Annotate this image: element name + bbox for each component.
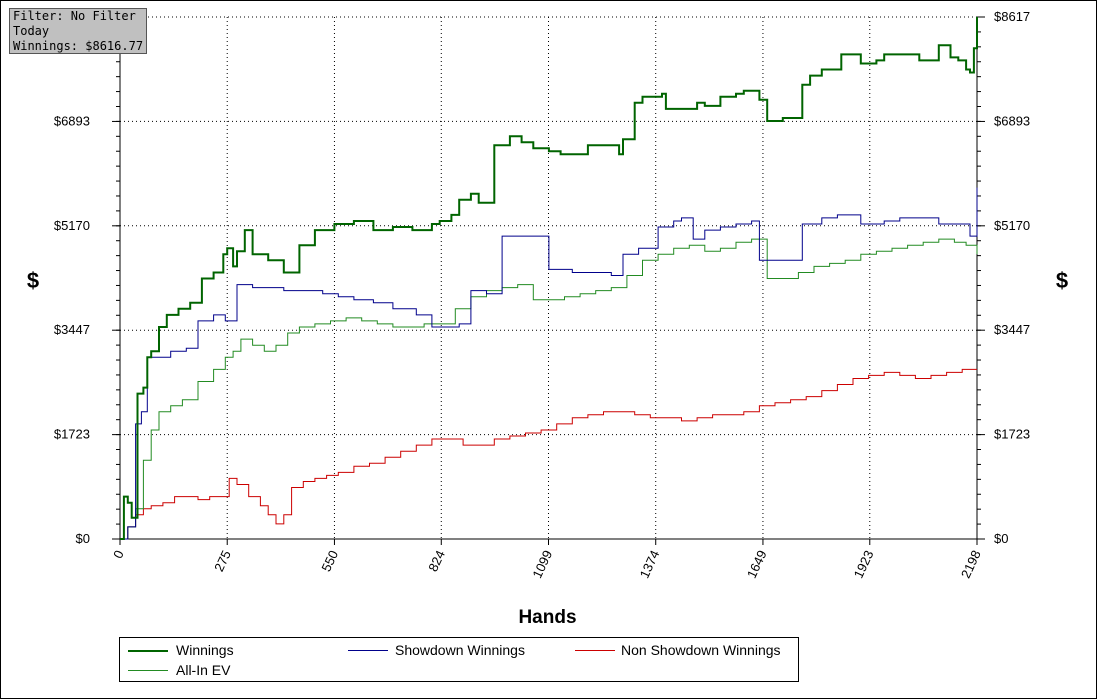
legend-swatch [348, 650, 388, 651]
legend-label: Winnings [176, 642, 234, 658]
y-tick-label-left: $5170 [54, 218, 90, 233]
y-tick-label-right: $0 [994, 531, 1008, 546]
x-tick-label: 1374 [637, 548, 663, 581]
series-line-showdown-winnings [120, 187, 978, 540]
y-tick-label-right: $3447 [994, 322, 1030, 337]
y-tick-label-right: $5170 [994, 218, 1030, 233]
series-line-winnings [120, 17, 978, 540]
legend-label: Showdown Winnings [395, 642, 525, 658]
legend-swatch [575, 650, 615, 651]
x-tick-label: 1923 [851, 548, 877, 581]
y-tick-label-right: $8617 [994, 9, 1030, 24]
filter-label: Filter: No Filter [13, 9, 136, 23]
y-tick-label-left: $6893 [54, 113, 90, 128]
period-label: Today [13, 24, 50, 38]
legend-label: Non Showdown Winnings [621, 642, 781, 658]
series-line-all-in-ev [120, 238, 978, 540]
info-box: Filter: No Filter Today Winnings: $8616.… [9, 8, 147, 54]
series-line-non-showdown-winnings [120, 368, 977, 540]
y-axis-title-right: $ [1056, 268, 1068, 293]
x-tick-label: 2198 [958, 548, 984, 581]
y-tick-label-left: $3447 [54, 322, 90, 337]
y-tick-label-right: $6893 [994, 113, 1030, 128]
legend-label: All-In EV [176, 662, 231, 678]
x-tick-label: 1099 [529, 548, 555, 581]
y-tick-label-right: $1723 [994, 427, 1030, 442]
winnings-label: Winnings: $8616.77 [13, 39, 144, 53]
legend: Winnings Showdown Winnings Non Showdown … [119, 637, 799, 682]
y-tick-label-left: $0 [76, 531, 90, 546]
y-tick-label-left: $1723 [54, 427, 90, 442]
x-tick-label: 275 [211, 548, 234, 574]
legend-swatch [128, 650, 168, 652]
legend-swatch [128, 670, 168, 671]
x-axis-title: Hands [518, 607, 576, 628]
x-tick-label: 550 [318, 548, 341, 574]
x-tick-label: 0 [110, 548, 127, 561]
y-axis-title-left: $ [27, 268, 39, 293]
x-tick-label: 824 [425, 548, 448, 574]
x-tick-label: 1649 [744, 548, 770, 581]
